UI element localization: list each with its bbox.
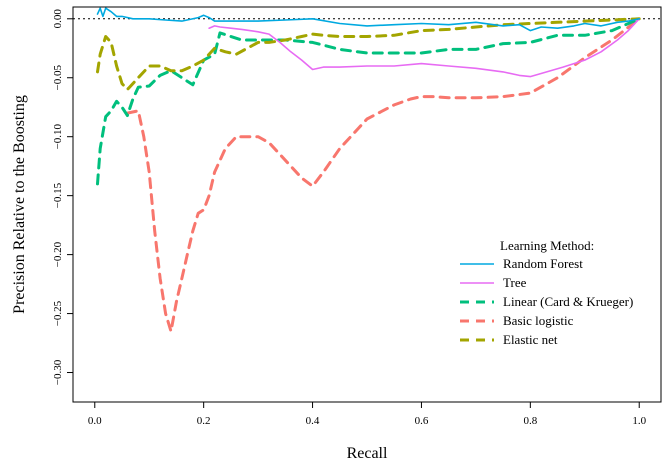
x-tick-label: 0.8 [523,415,537,427]
series-line-elastic-net [96,17,641,91]
legend: Learning Method: Random Forest Tree Linear… [460,238,633,347]
plot-frame [72,6,662,403]
plot-border [72,6,662,403]
legend-entry-label: Linear (Card & Krueger) [503,294,633,309]
y-tick-label: 0.00 [52,9,64,29]
series-lines [96,7,641,333]
legend-entry-label: Basic logistic [503,313,574,328]
series-line-tree [208,17,641,78]
y-tick-label: −0.05 [52,65,64,91]
x-tick-label: 0.2 [197,415,211,427]
y-tick-label: −0.10 [52,123,64,149]
legend-entry-label: Elastic net [503,332,558,347]
x-tick-label: 0.4 [306,415,320,427]
x-axis-title: Recall [347,445,388,462]
y-axis: 0.00 −0.05 −0.10 −0.15 −0.20 −0.25 −0.30 [52,9,73,385]
y-tick-label: −0.20 [52,241,64,267]
legend-entry-label: Random Forest [503,256,583,271]
legend-title: Learning Method: [500,238,594,253]
x-tick-label: 1.0 [632,415,646,427]
x-axis: 0.0 0.2 0.4 0.6 0.8 1.0 [88,402,647,427]
y-tick-label: −0.25 [52,300,64,326]
y-axis-title: Precision Relative to the Boosting [11,95,28,314]
series-line-basic-logistic [125,17,641,333]
y-tick-label: −0.15 [52,182,64,208]
series-line-linear-card-krueger [96,17,641,186]
series-line-random-forest [96,7,641,32]
legend-entry-label: Tree [503,275,527,290]
x-tick-label: 0.6 [415,415,429,427]
y-tick-label: −0.30 [52,359,64,385]
x-tick-label: 0.0 [88,415,102,427]
